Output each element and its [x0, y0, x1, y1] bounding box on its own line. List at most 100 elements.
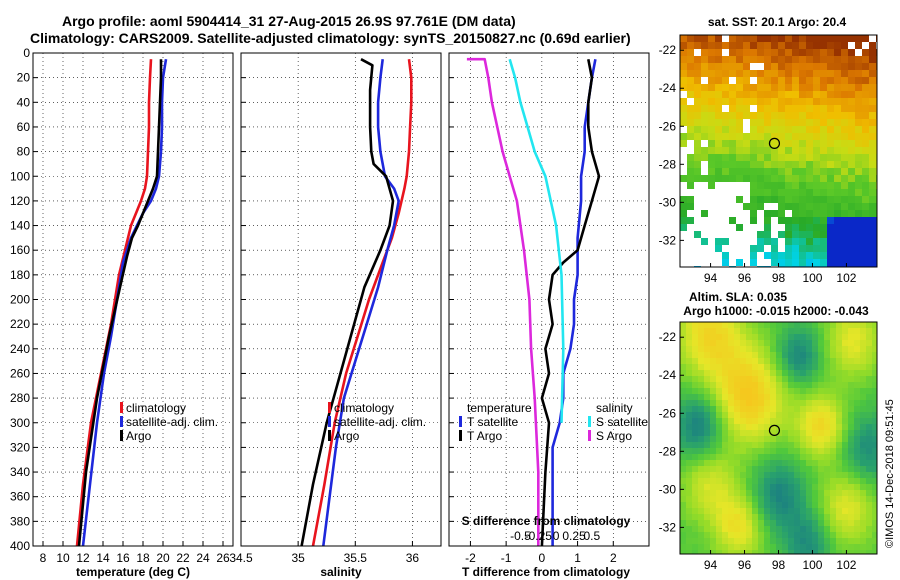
sla-cell	[854, 322, 860, 328]
sst-cell	[799, 98, 806, 105]
sst-cell	[834, 196, 841, 203]
sst-cell	[813, 70, 820, 77]
sst-cell	[848, 63, 855, 70]
sla-cell	[770, 514, 776, 520]
sst-cell	[687, 154, 694, 161]
sla-cell	[752, 508, 758, 514]
sst-cell	[757, 126, 764, 133]
sla-cell	[734, 370, 740, 376]
sla-cell	[734, 490, 740, 496]
sla-cell	[758, 412, 764, 418]
sla-cell	[842, 436, 848, 442]
sst-cell	[848, 210, 855, 217]
sla-cell	[782, 430, 788, 436]
sla-cell	[866, 418, 872, 424]
sst-cell	[862, 238, 869, 245]
sla-cell	[872, 502, 877, 508]
sla-cell	[740, 550, 746, 554]
sla-cell	[770, 526, 776, 532]
sst-cell	[813, 105, 820, 112]
sla-cell	[800, 442, 806, 448]
sla-cell	[854, 484, 860, 490]
sst-cell	[841, 133, 848, 140]
sst-cell	[785, 252, 792, 259]
sla-cell	[854, 382, 860, 388]
sla-cell	[824, 544, 830, 550]
sla-cell	[788, 400, 794, 406]
sla-cell	[686, 508, 692, 514]
sla-cell	[758, 370, 764, 376]
sla-cell	[830, 484, 836, 490]
sla-cell	[824, 400, 830, 406]
sst-cell	[820, 77, 827, 84]
sla-cell	[860, 424, 866, 430]
sla-cell	[722, 538, 728, 544]
x-tick-label: 35	[291, 551, 305, 565]
sst-cell	[701, 147, 708, 154]
sst-cell	[806, 168, 813, 175]
sst-cell	[834, 126, 841, 133]
sst-cell	[743, 56, 750, 63]
sst-cell	[799, 84, 806, 91]
sla-cell	[812, 346, 818, 352]
sst-cell	[694, 56, 701, 63]
sla-cell	[800, 370, 806, 376]
sla-cell	[728, 388, 734, 394]
sst-cell	[750, 259, 757, 266]
sla-cell	[746, 364, 752, 370]
sst-cell	[687, 84, 694, 91]
salinity-tick-labels: 34.5 35 35.5 36	[229, 551, 419, 565]
sla-cell	[764, 364, 770, 370]
title-line-1: Argo profile: aoml 5904414_31 27-Aug-201…	[62, 13, 516, 29]
sla-cell	[770, 388, 776, 394]
sla-cell	[788, 412, 794, 418]
sla-cell	[770, 376, 776, 382]
sla-cell	[854, 364, 860, 370]
sla-cell	[782, 346, 788, 352]
sla-cell	[680, 508, 686, 514]
sla-cell	[806, 526, 812, 532]
sla-cell	[716, 496, 722, 502]
sla-cell	[866, 478, 872, 484]
sst-cell	[680, 63, 687, 70]
sst-cell	[834, 168, 841, 175]
sst-cell	[792, 245, 799, 252]
sla-cell	[728, 430, 734, 436]
sla-cell	[734, 496, 740, 502]
sla-cell	[740, 532, 746, 538]
temperature-grid	[33, 52, 233, 547]
sst-cell	[862, 140, 869, 147]
sla-cell	[698, 400, 704, 406]
sla-cell	[860, 496, 866, 502]
sla-cell	[758, 490, 764, 496]
sla-cell	[776, 544, 782, 550]
sla-cell	[692, 526, 698, 532]
sla-cell	[734, 550, 740, 554]
depth-tick-label: 320	[10, 440, 30, 454]
sst-cell	[715, 84, 722, 91]
sst-cell	[757, 189, 764, 196]
sla-cell	[698, 424, 704, 430]
sla-cell	[830, 460, 836, 466]
sla-cell	[818, 448, 824, 454]
sla-cell	[824, 406, 830, 412]
sst-cell	[750, 245, 757, 252]
sst-cell	[841, 245, 848, 252]
sla-cell	[836, 544, 842, 550]
sla-cell	[716, 424, 722, 430]
sst-cell	[841, 259, 848, 266]
sla-cell	[776, 340, 782, 346]
sst-cell	[841, 112, 848, 119]
sla-cell	[752, 472, 758, 478]
sst-cell	[778, 133, 785, 140]
sla-cell	[764, 532, 770, 538]
sst-cell	[855, 224, 862, 231]
sla-cell	[734, 460, 740, 466]
sst-cell	[701, 49, 708, 56]
sla-cell	[764, 514, 770, 520]
sst-cell	[694, 119, 701, 126]
sla-cell	[758, 358, 764, 364]
sst-cell	[841, 140, 848, 147]
sla-cell	[788, 394, 794, 400]
sla-cell	[734, 328, 740, 334]
